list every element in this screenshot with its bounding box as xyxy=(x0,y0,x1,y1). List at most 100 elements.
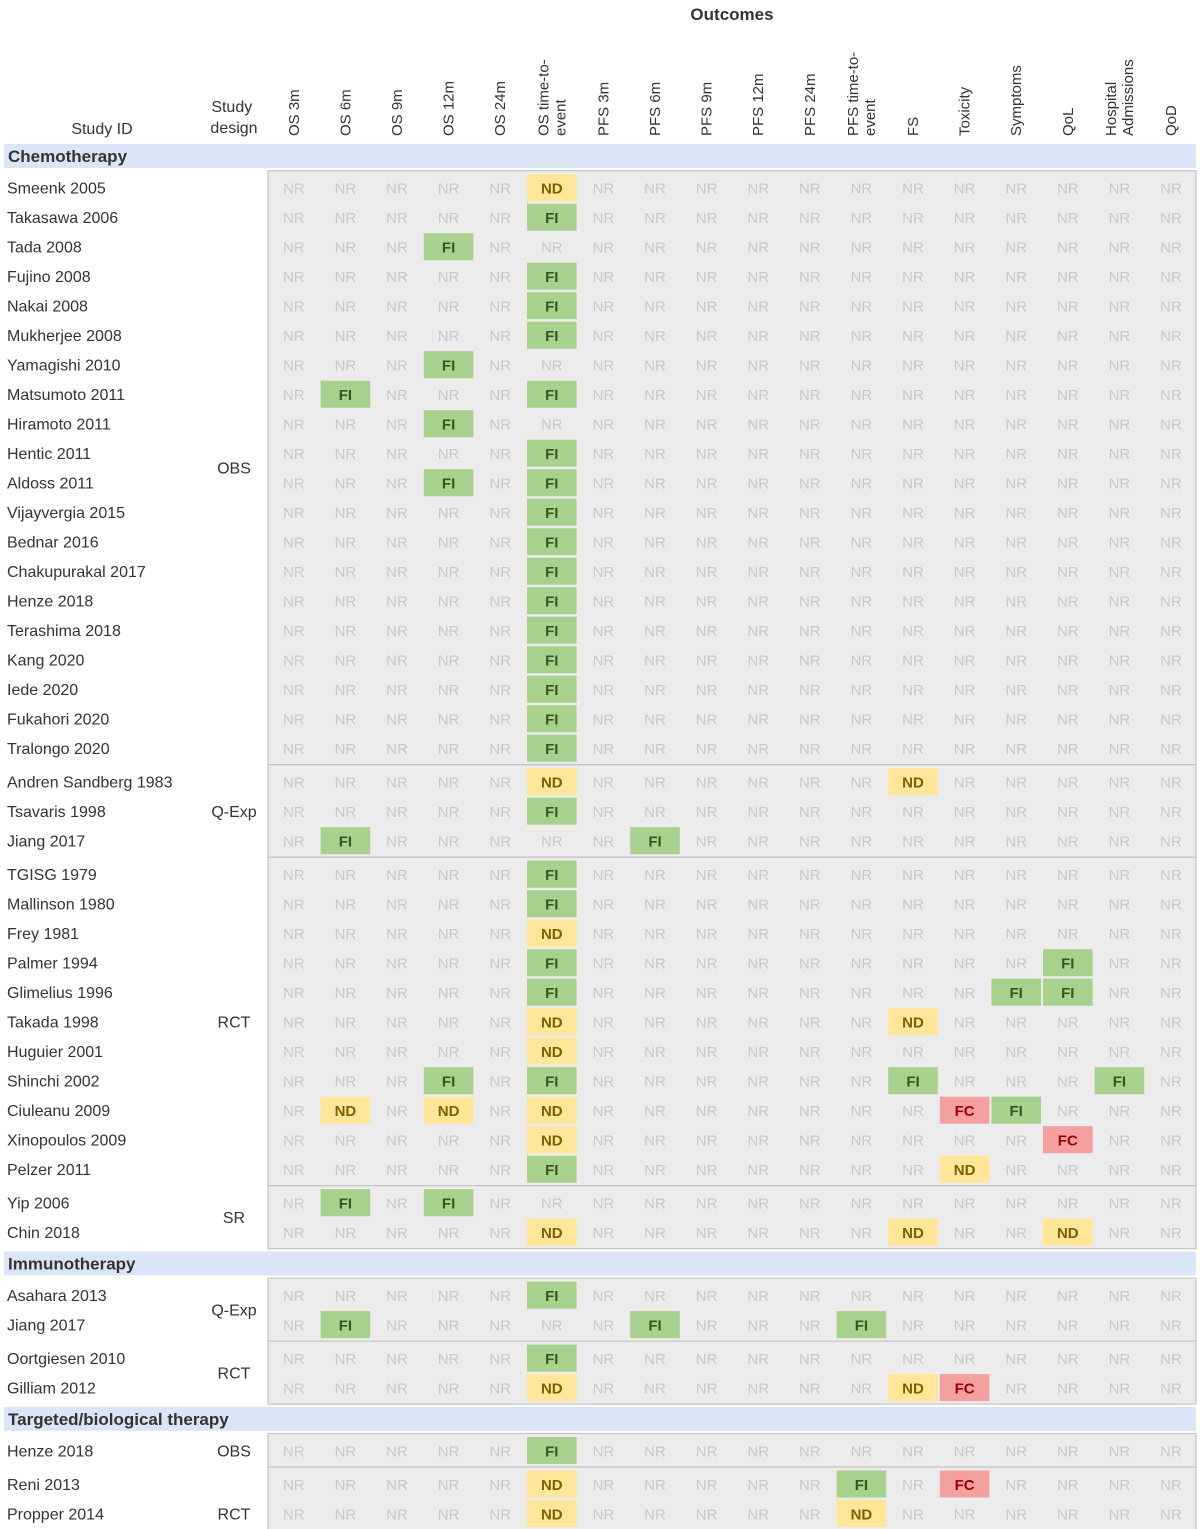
cell-value: NR xyxy=(335,328,357,345)
cell-value: NR xyxy=(489,446,511,463)
cell-value: ND xyxy=(541,1380,563,1397)
cell-value: NR xyxy=(1005,1351,1027,1368)
cell-value: NR xyxy=(851,239,873,256)
cell-value: FI xyxy=(1061,956,1074,973)
cell-value: ND xyxy=(851,1506,873,1523)
cell-value: NR xyxy=(1160,956,1182,973)
cell-value: NR xyxy=(799,269,821,286)
cell-value: NR xyxy=(335,1443,357,1460)
cell-value: NR xyxy=(283,357,305,374)
section-label-3: Targeted/biological therapy xyxy=(8,1410,229,1429)
cell-value: NR xyxy=(902,1044,924,1061)
cell-value: NR xyxy=(644,1380,666,1397)
cell-value: NR xyxy=(747,926,769,943)
cell-value: NR xyxy=(747,741,769,758)
cell-value: NR xyxy=(1160,446,1182,463)
cell-value: NR xyxy=(644,1288,666,1305)
cell-nd-fill xyxy=(527,174,577,202)
cell-value: NR xyxy=(954,416,976,433)
cell-value: NR xyxy=(438,926,460,943)
cell-value: FI xyxy=(545,1443,558,1460)
cell-value: NR xyxy=(386,956,408,973)
cell-value: NR xyxy=(593,1317,615,1334)
cell-value: NR xyxy=(696,1506,718,1523)
cell-value: NR xyxy=(283,956,305,973)
cell-value: NR xyxy=(283,210,305,227)
cell-value: NR xyxy=(954,741,976,758)
cell-value: NR xyxy=(1005,328,1027,345)
cell-nd-fill xyxy=(939,1155,990,1183)
cell-value: NR xyxy=(1109,1351,1131,1368)
cell-value: NR xyxy=(593,834,615,851)
cell-value: NR xyxy=(954,357,976,374)
cell-value: ND xyxy=(541,926,563,943)
cell-value: FI xyxy=(339,387,352,404)
cell-value: NR xyxy=(644,1162,666,1179)
cell-fi-fill xyxy=(527,949,577,977)
cell-value: NR xyxy=(644,1133,666,1150)
cell-value: FI xyxy=(545,985,558,1002)
cell-value: NR xyxy=(696,1288,718,1305)
study-id: TGISG 1979 xyxy=(7,867,97,884)
cell-value: FI xyxy=(545,298,558,315)
cell-value: NR xyxy=(644,775,666,792)
cell-value: NR xyxy=(283,1351,305,1368)
cell-value: NR xyxy=(902,180,924,197)
cell-value: NR xyxy=(1057,1103,1079,1120)
cell-value: NR xyxy=(489,269,511,286)
cell-value: FI xyxy=(855,1477,868,1494)
cell-value: NR xyxy=(489,1103,511,1120)
cell-value: NR xyxy=(696,1103,718,1120)
cell-value: FC xyxy=(955,1103,975,1120)
cell-value: NR xyxy=(489,1443,511,1460)
cell-value: FI xyxy=(648,1317,661,1334)
column-header-15: Symptoms xyxy=(1008,65,1025,136)
cell-value: NR xyxy=(1160,1015,1182,1032)
cell-value: NR xyxy=(954,804,976,821)
cell-value: NR xyxy=(438,1506,460,1523)
cell-value: NR xyxy=(696,387,718,404)
cell-value: FI xyxy=(442,1074,455,1091)
column-header-14: Toxicity xyxy=(957,86,974,136)
cell-value: NR xyxy=(593,1288,615,1305)
cell-value: NR xyxy=(1160,416,1182,433)
study-id: Palmer 1994 xyxy=(7,955,98,972)
cell-value: NR xyxy=(489,535,511,552)
cell-value: NR xyxy=(283,1196,305,1213)
cell-value: NR xyxy=(386,834,408,851)
cell-fi-fill xyxy=(527,646,577,674)
cell-value: NR xyxy=(386,357,408,374)
cell-value: NR xyxy=(283,1506,305,1523)
column-header-12-line-1: PFS time-to- xyxy=(845,52,862,136)
study-id: Glimelius 1996 xyxy=(7,985,113,1002)
cell-value: NR xyxy=(593,741,615,758)
cell-value: NR xyxy=(1160,298,1182,315)
cell-value: NR xyxy=(1160,804,1182,821)
cell-value: NR xyxy=(1057,623,1079,640)
cell-value: NR xyxy=(335,897,357,914)
cell-value: FI xyxy=(545,804,558,821)
cell-value: NR xyxy=(1160,535,1182,552)
cell-value: NR xyxy=(696,239,718,256)
cell-value: NR xyxy=(696,594,718,611)
cell-value: NR xyxy=(335,1074,357,1091)
cell-value: NR xyxy=(1005,269,1027,286)
cell-value: NR xyxy=(799,926,821,943)
cell-value: FI xyxy=(545,475,558,492)
cell-value: NR xyxy=(283,682,305,699)
cell-nd-fill xyxy=(423,1096,474,1124)
cell-value: NR xyxy=(386,867,408,884)
cell-value: NR xyxy=(283,328,305,345)
cell-value: NR xyxy=(902,210,924,227)
cell-value: ND xyxy=(902,1015,924,1032)
cell-value: NR xyxy=(438,623,460,640)
cell-fi-fill xyxy=(423,1067,474,1095)
cell-value: NR xyxy=(902,867,924,884)
cell-value: NR xyxy=(799,1074,821,1091)
cell-value: NR xyxy=(696,328,718,345)
cell-value: NR xyxy=(1005,357,1027,374)
cell-value: NR xyxy=(386,1074,408,1091)
column-header-13: FS xyxy=(905,117,922,136)
cell-value: NR xyxy=(1109,1196,1131,1213)
cell-value: NR xyxy=(747,210,769,227)
